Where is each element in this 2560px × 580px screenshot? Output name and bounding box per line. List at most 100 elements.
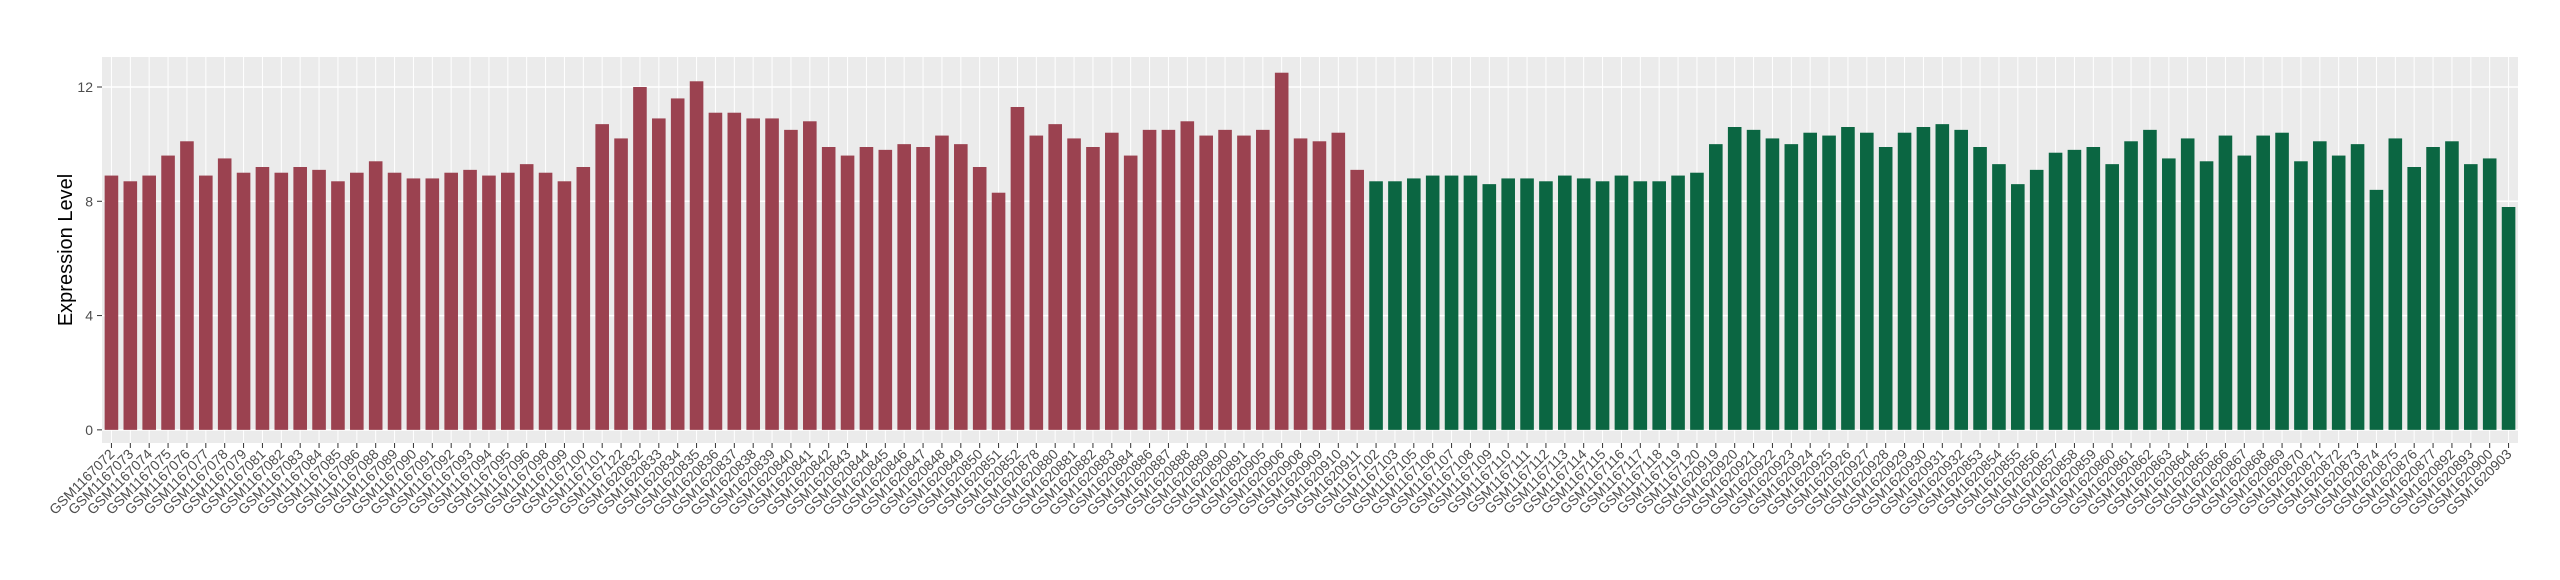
bar: [1973, 147, 1987, 430]
bar: [1784, 144, 1799, 430]
bar: [1388, 181, 1402, 430]
bar: [255, 167, 270, 430]
bar: [859, 147, 874, 430]
bar: [1633, 181, 1648, 430]
bar: [1558, 175, 1572, 430]
bar: [1671, 175, 1685, 430]
bar: [1218, 129, 1232, 430]
bar: [1274, 72, 1289, 430]
bar: [274, 172, 289, 430]
bar: [1709, 144, 1723, 430]
bar: [2124, 141, 2138, 430]
bar: [1029, 135, 1044, 430]
bar: [1369, 181, 1383, 430]
bar: [746, 118, 760, 430]
bar: [897, 144, 911, 430]
bar: [1765, 138, 1780, 430]
bar: [2256, 135, 2270, 430]
bar: [614, 138, 628, 430]
bar: [1256, 129, 1270, 430]
y-axis-title: Expression Level: [55, 174, 77, 326]
bar: [803, 121, 817, 430]
bar: [1841, 127, 1855, 430]
bar: [2143, 129, 2157, 430]
bar: [425, 178, 440, 430]
bar: [1595, 181, 1610, 430]
bar: [180, 141, 194, 430]
bar: [1482, 184, 1497, 430]
bar: [1727, 127, 1742, 430]
bar: [1010, 107, 1025, 430]
y-tick-label: 8: [85, 193, 93, 209]
bar: [1954, 129, 1968, 430]
bar: [501, 172, 515, 430]
bar: [670, 98, 685, 430]
bar: [2162, 158, 2176, 430]
bar: [1897, 132, 1912, 430]
bar: [1746, 129, 1761, 430]
bar: [1539, 181, 1553, 430]
bar: [765, 118, 779, 430]
bar: [935, 135, 949, 430]
bar: [1878, 147, 1893, 430]
bar: [2294, 161, 2308, 430]
bar: [2237, 155, 2252, 430]
bar: [916, 147, 930, 430]
bar: [2275, 132, 2289, 430]
bar: [463, 169, 477, 430]
bar: [595, 124, 609, 430]
bar: [2218, 135, 2233, 430]
bar: [444, 172, 458, 430]
bar: [1652, 181, 1666, 430]
bar: [2407, 167, 2421, 430]
bar: [1803, 132, 1817, 430]
bar: [293, 167, 307, 430]
bar: [2464, 164, 2478, 430]
bar: [972, 167, 987, 430]
bar: [1293, 138, 1308, 430]
bar: [1860, 132, 1874, 430]
bar: [2331, 155, 2346, 430]
bar: [1463, 175, 1478, 430]
bar: [161, 155, 175, 430]
bar: [2011, 184, 2025, 430]
bar: [1822, 135, 1836, 430]
bar: [576, 167, 591, 430]
bar: [2313, 141, 2327, 430]
bar: [2199, 161, 2214, 430]
bar: [217, 158, 232, 430]
bar: [2048, 152, 2063, 430]
bar: [1048, 124, 1062, 430]
bar: [2105, 164, 2119, 430]
bar: [104, 175, 119, 430]
bar: [1123, 155, 1138, 430]
bar: [1501, 178, 1515, 430]
bar: [2388, 138, 2403, 430]
bar: [236, 172, 251, 430]
bar: [199, 175, 213, 430]
bar: [1444, 175, 1459, 430]
bar: [954, 144, 968, 430]
bar: [406, 178, 421, 430]
bar: [1237, 135, 1251, 430]
bar: [821, 147, 836, 430]
bar: [727, 112, 742, 430]
bar: [1425, 175, 1440, 430]
bar: [1199, 135, 1213, 430]
bar: [2350, 144, 2365, 430]
bar: [482, 175, 496, 430]
bar: [538, 172, 553, 430]
bar: [2086, 147, 2101, 430]
bar: [708, 112, 723, 430]
bar: [633, 87, 647, 430]
bar: [652, 118, 666, 430]
bar: [991, 192, 1006, 430]
bar: [784, 129, 798, 430]
y-tick-label: 0: [85, 422, 93, 438]
bar: [840, 155, 855, 430]
bar: [2029, 169, 2044, 430]
bar: [1407, 178, 1421, 430]
bar: [557, 181, 572, 430]
bar: [2180, 138, 2195, 430]
